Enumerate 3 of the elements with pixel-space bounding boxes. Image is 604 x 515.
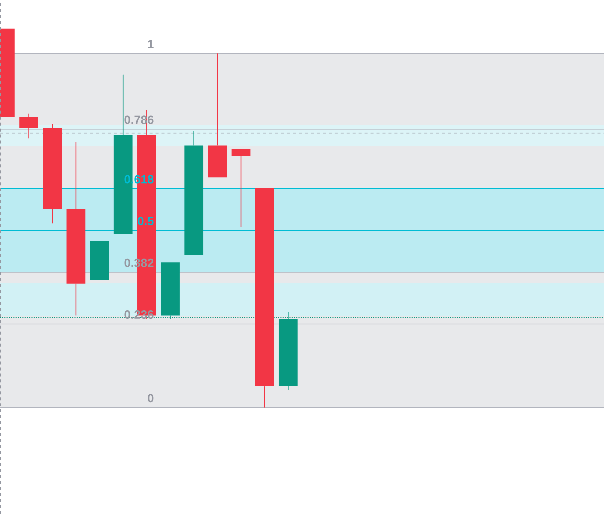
y-tick-label: 0.5 [138, 217, 154, 226]
y-tick-label: 1 [148, 40, 154, 49]
y-tick-label: 0 [148, 394, 154, 403]
